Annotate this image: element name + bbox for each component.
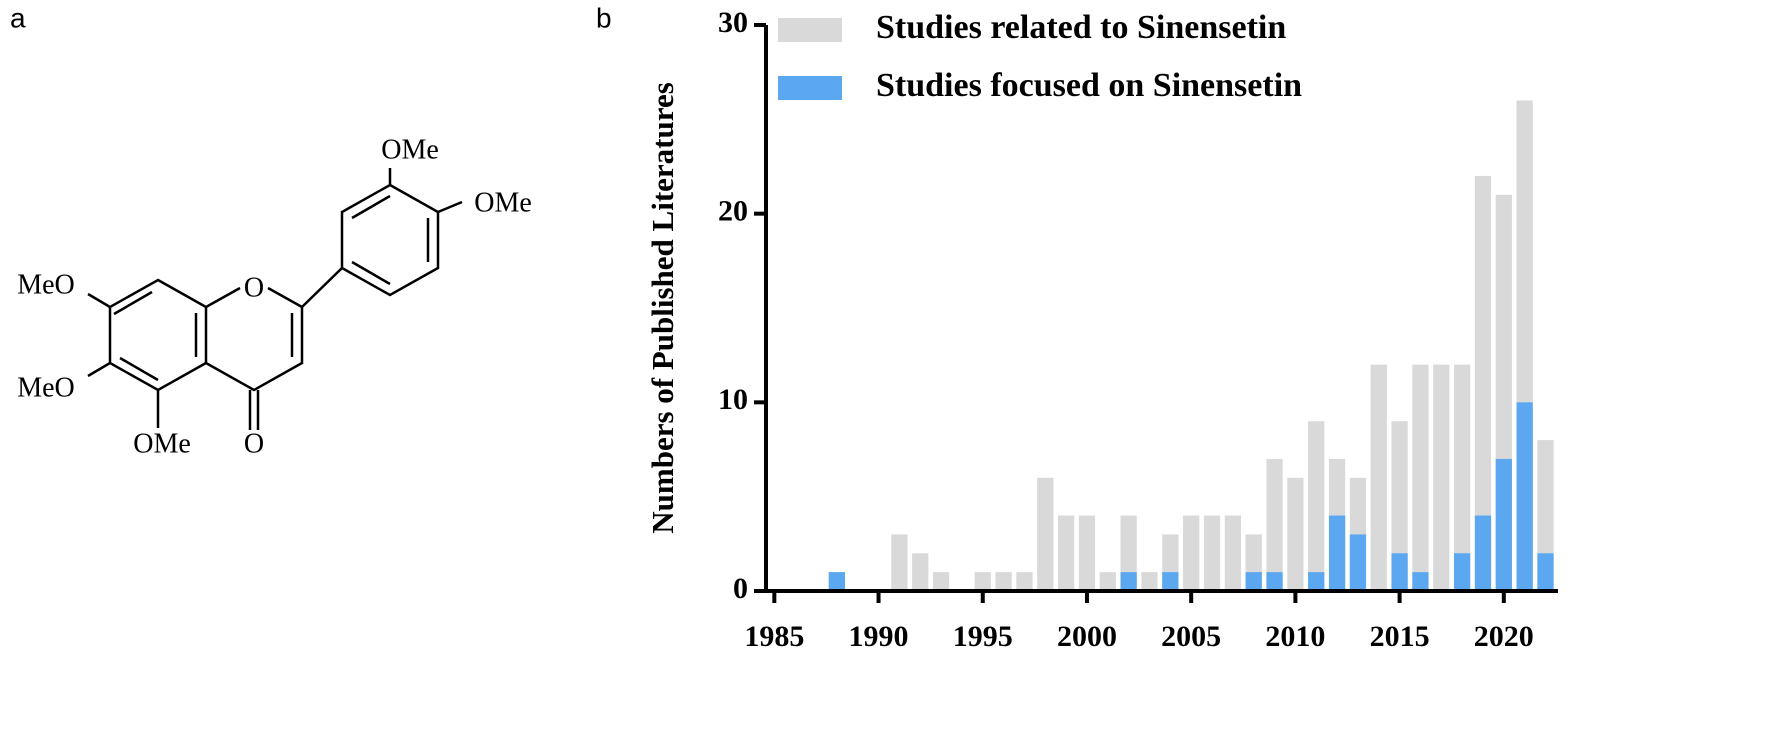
x-tick-label: 2005	[1161, 620, 1221, 653]
bar	[1120, 572, 1137, 591]
bar	[1016, 572, 1033, 591]
bar	[1328, 515, 1346, 591]
bar	[1412, 364, 1429, 591]
bond	[301, 267, 343, 308]
bar	[1203, 515, 1221, 591]
double-bond	[351, 260, 391, 286]
legend-label: Studies focused on Sinensetin	[876, 67, 1302, 104]
panel-label: a	[10, 2, 26, 33]
y-tick-label: 20	[718, 195, 748, 228]
chart: Numbers of Published Literatures 0 10 20 30…	[645, 6, 1558, 653]
x-tick-label: 1990	[849, 620, 909, 653]
x-tick-label: 1985	[744, 620, 804, 653]
x-tick-label: 2015	[1370, 620, 1430, 653]
atom-label: MeO	[17, 372, 75, 403]
bar	[1516, 402, 1533, 591]
bar	[1537, 553, 1554, 591]
x-tick-label: 1995	[953, 620, 1013, 653]
bar	[1495, 458, 1512, 591]
bar	[1099, 572, 1116, 591]
bar	[1349, 534, 1367, 591]
legend-swatch	[778, 76, 842, 100]
bar	[995, 572, 1012, 591]
bar	[1183, 515, 1200, 591]
atom-label: MeO	[17, 269, 75, 300]
bar	[891, 534, 908, 591]
double-bond	[119, 356, 159, 382]
y-tick-label: 0	[733, 572, 748, 605]
bar	[828, 572, 845, 591]
bar	[1037, 477, 1054, 591]
bar	[1245, 572, 1262, 591]
bar	[1453, 364, 1471, 591]
bar	[1120, 515, 1137, 591]
bar	[1078, 515, 1096, 591]
bar	[1370, 364, 1387, 591]
x-tick-label: 2000	[1057, 620, 1117, 653]
bar	[1308, 572, 1325, 591]
atom-label: OMe	[381, 134, 439, 165]
bar	[912, 553, 929, 591]
bar	[1391, 553, 1408, 591]
bond	[87, 292, 111, 309]
bar	[1057, 515, 1075, 591]
legend-label: Studies related to Sinensetin	[876, 9, 1286, 46]
structure: OMe OMe MeO MeO OMe O O	[17, 134, 532, 459]
bar	[1474, 175, 1492, 591]
bar	[1453, 553, 1471, 591]
atom-label: OMe	[133, 428, 191, 459]
ring-a	[108, 278, 208, 392]
x-tick-label: 2010	[1265, 620, 1325, 653]
bar	[1391, 421, 1408, 591]
double-bond	[113, 290, 153, 316]
legend-swatch	[778, 18, 842, 42]
bar	[1162, 572, 1179, 591]
bar	[1433, 364, 1450, 591]
bar	[1266, 572, 1283, 591]
bar	[1266, 458, 1283, 591]
panel-label: b	[596, 2, 612, 33]
bond	[205, 286, 241, 309]
bar	[1224, 515, 1241, 591]
double-bond	[351, 194, 391, 220]
ring-b	[340, 183, 440, 297]
y-tick-label: 30	[718, 6, 748, 39]
bar	[932, 572, 950, 591]
y-axis-label: Numbers of Published Literatures	[645, 82, 680, 534]
y-tick-label: 10	[718, 383, 748, 416]
bar	[974, 572, 991, 591]
atom-label: OMe	[474, 187, 532, 218]
x-tick-label: 2020	[1474, 620, 1534, 653]
bar	[1141, 572, 1158, 591]
bond	[437, 200, 463, 214]
bond	[87, 361, 111, 378]
bar	[1412, 572, 1429, 591]
bar	[1287, 477, 1304, 591]
bar	[1308, 421, 1325, 591]
bar	[1474, 515, 1492, 591]
ring-c	[205, 286, 304, 392]
atom-label: O	[244, 428, 264, 459]
atom-label: O	[244, 272, 264, 303]
